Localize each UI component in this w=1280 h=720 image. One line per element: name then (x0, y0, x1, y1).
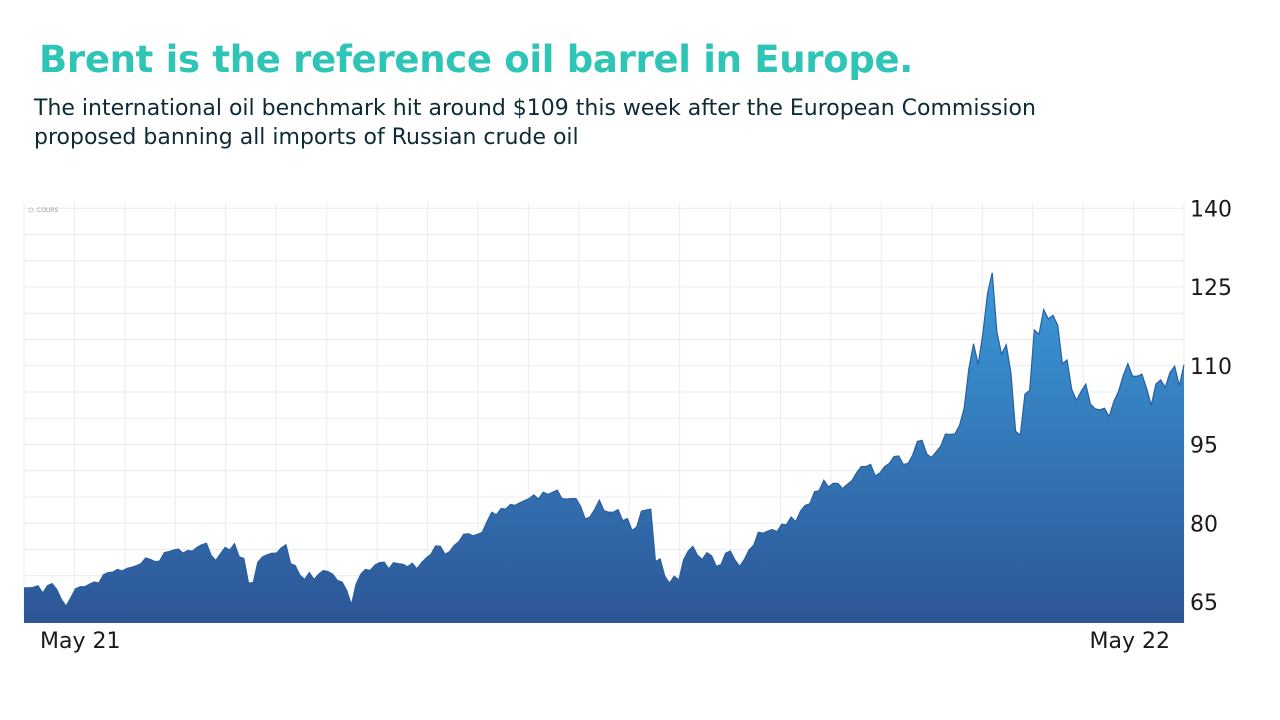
chart-title: Brent is the reference oil barrel in Eur… (39, 38, 914, 81)
y-tick-label: 80 (1190, 512, 1218, 537)
y-tick-label: 125 (1190, 276, 1232, 301)
legend-label: COURS (37, 207, 58, 214)
price-area (24, 272, 1184, 623)
chart-subtitle: The international oil benchmark hit arou… (34, 96, 1036, 150)
y-tick-label: 140 (1190, 197, 1232, 222)
x-start-label: May 21 (40, 629, 120, 654)
y-axis: 65 80 95 110 125 140 (1190, 197, 1232, 616)
y-tick-label: 110 (1190, 355, 1232, 380)
area-series (24, 272, 1185, 623)
legend: COURS (28, 207, 58, 214)
price-line (24, 272, 1185, 608)
y-tick-label: 95 (1190, 434, 1218, 459)
legend-marker (28, 207, 34, 213)
y-tick-label: 65 (1190, 591, 1218, 616)
x-end-label: May 22 (1090, 629, 1170, 654)
